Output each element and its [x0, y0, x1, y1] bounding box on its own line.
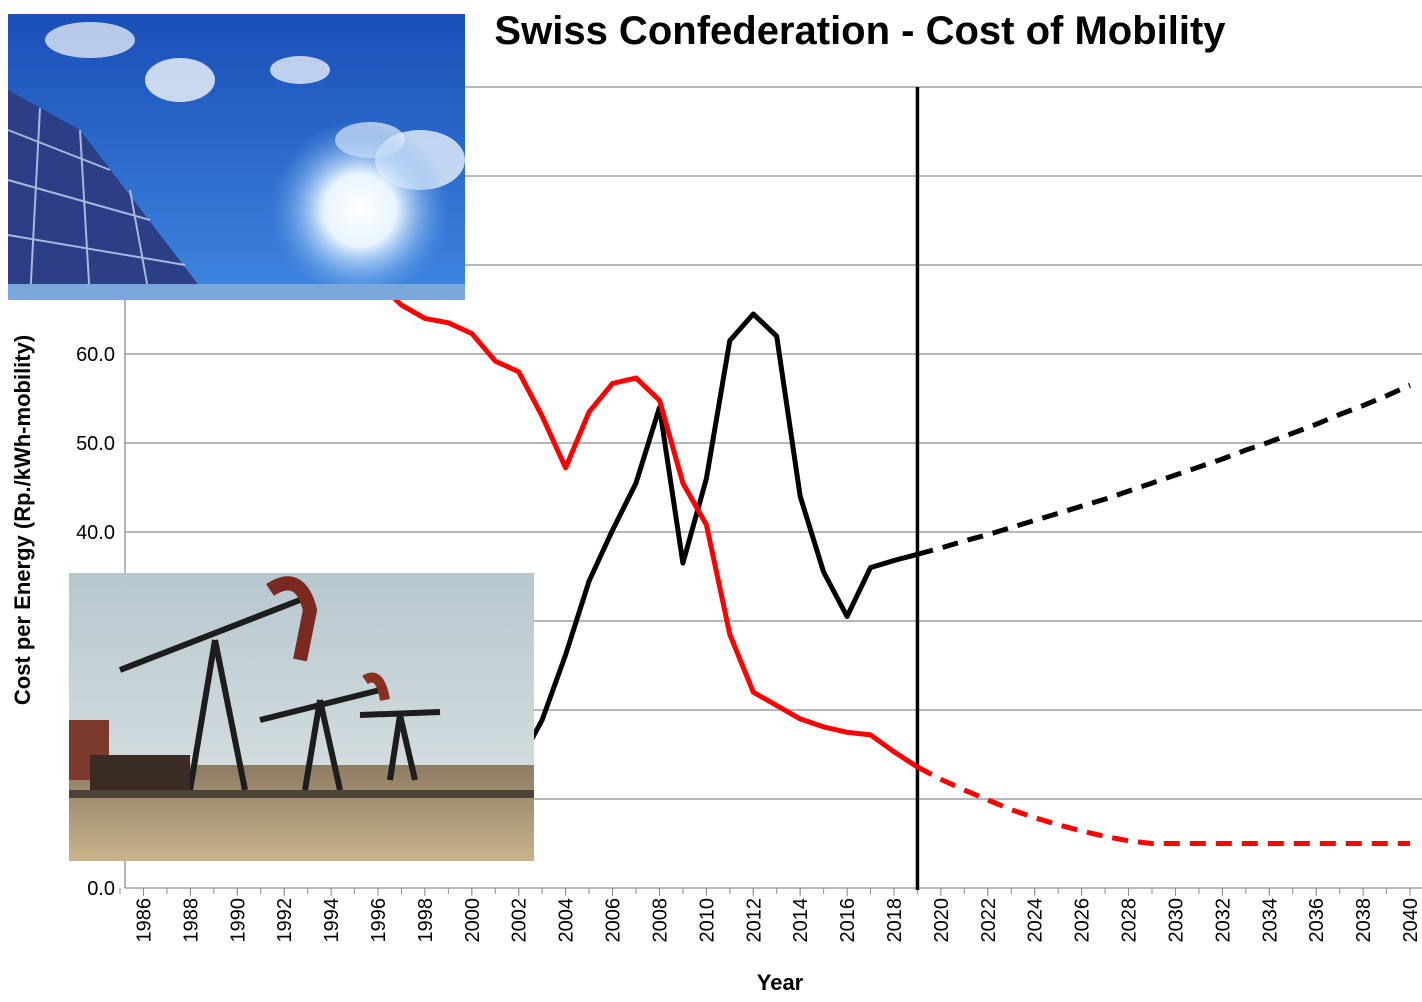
- y-tick-label: 0.0: [87, 878, 115, 900]
- solar-photo: [7, 14, 465, 301]
- x-tick-label: 1986: [133, 898, 155, 943]
- x-tick-label: 2024: [1025, 898, 1047, 943]
- chart-title: Swiss Confederation - Cost of Mobility: [494, 9, 1226, 53]
- x-tick-label: 1992: [274, 898, 296, 943]
- x-tick-label: 2036: [1306, 898, 1328, 943]
- x-tick-label: 2032: [1212, 898, 1234, 943]
- x-tick-label: 1990: [227, 898, 249, 943]
- x-tick-label: 2028: [1119, 898, 1141, 943]
- y-tick-label: 60.0: [76, 344, 115, 366]
- x-tick-label: 2008: [649, 898, 671, 943]
- x-tick-label: 2034: [1259, 898, 1281, 943]
- x-tick-label: 2020: [931, 898, 953, 943]
- x-tick-label: 2038: [1353, 898, 1375, 943]
- series-line: [916, 382, 1412, 557]
- oil-pump-photo: [69, 573, 534, 861]
- x-tick-label: 2022: [978, 898, 1000, 943]
- x-tick-label: 2002: [509, 898, 531, 943]
- x-tick-label: 2000: [462, 898, 484, 943]
- x-tick-label: 2010: [696, 898, 718, 943]
- x-tick-label: 2012: [743, 898, 765, 943]
- x-tick-label: 2006: [603, 898, 625, 943]
- series-line: [916, 764, 1410, 846]
- x-tick-label: 2026: [1072, 898, 1094, 943]
- x-tick-label: 2016: [837, 898, 859, 943]
- x-tick-label: 2018: [884, 898, 906, 943]
- y-axis-label: Cost per Energy (Rp./kWh-mobility): [10, 335, 35, 705]
- series-line: [376, 280, 919, 770]
- x-tick-label: 1988: [180, 898, 202, 943]
- x-tick-label: 1996: [368, 898, 390, 943]
- x-tick-label: 2004: [556, 898, 578, 943]
- y-tick-label: 50.0: [76, 433, 115, 455]
- x-tick-label: 2014: [790, 898, 812, 943]
- x-tick-label: 1994: [321, 898, 343, 943]
- x-axis-label: Year: [757, 970, 804, 995]
- series-line: [516, 311, 919, 765]
- x-tick-label: 2030: [1165, 898, 1187, 943]
- y-tick-label: 40.0: [76, 522, 115, 544]
- x-tick-label: 1998: [415, 898, 437, 943]
- x-tick-label: 2040: [1400, 898, 1422, 943]
